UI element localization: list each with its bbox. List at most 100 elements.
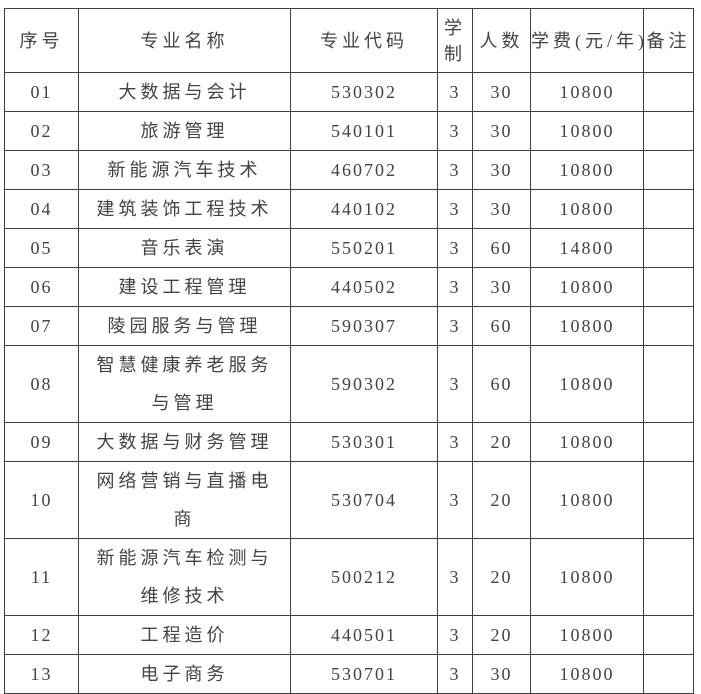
cell-tuition: 10800 [530, 111, 644, 151]
cell-remark [643, 306, 694, 346]
column-header-code: 专业代码 [290, 8, 438, 73]
cell-duration: 3 [437, 150, 473, 190]
cell-code: 440501 [290, 615, 438, 655]
cell-index: 08 [4, 345, 79, 423]
cell-code: 550201 [290, 228, 438, 268]
cell-duration: 3 [437, 306, 473, 346]
cell-duration: 3 [437, 654, 473, 694]
cell-tuition: 10800 [530, 345, 644, 423]
cell-duration: 3 [437, 111, 473, 151]
cell-code: 500212 [290, 538, 438, 616]
cell-duration: 3 [437, 72, 473, 112]
cell-count: 60 [472, 228, 531, 268]
table-row: 02 旅游管理 540101 3 30 10800 [4, 111, 694, 151]
cell-tuition: 10800 [530, 422, 644, 462]
cell-index: 09 [4, 422, 79, 462]
cell-code: 530701 [290, 654, 438, 694]
column-header-name: 专业名称 [78, 8, 291, 73]
cell-index: 01 [4, 72, 79, 112]
cell-index: 10 [4, 461, 79, 539]
cell-index: 04 [4, 189, 79, 229]
cell-count: 60 [472, 306, 531, 346]
cell-tuition: 10800 [530, 461, 644, 539]
cell-index: 05 [4, 228, 79, 268]
cell-tuition: 10800 [530, 267, 644, 307]
cell-duration: 3 [437, 615, 473, 655]
cell-count: 30 [472, 267, 531, 307]
cell-tuition: 10800 [530, 189, 644, 229]
cell-name: 智慧健康养老服务 与管理 [78, 345, 291, 423]
cell-count: 30 [472, 654, 531, 694]
cell-count: 30 [472, 111, 531, 151]
table-row: 06 建设工程管理 440502 3 30 10800 [4, 267, 694, 307]
cell-count: 20 [472, 538, 531, 616]
cell-name: 大数据与会计 [78, 72, 291, 112]
cell-index: 12 [4, 615, 79, 655]
cell-name: 建筑装饰工程技术 [78, 189, 291, 229]
cell-name: 新能源汽车技术 [78, 150, 291, 190]
majors-enrollment-table: 序号 专业名称 专业代码 学制 人数 学费(元/年) 备注 01 大数据与会计 53… [4, 8, 694, 694]
cell-name: 旅游管理 [78, 111, 291, 151]
cell-name: 新能源汽车检测与 维修技术 [78, 538, 291, 616]
cell-name: 工程造价 [78, 615, 291, 655]
cell-code: 460702 [290, 150, 438, 190]
cell-duration: 3 [437, 345, 473, 423]
cell-remark [643, 111, 694, 151]
table-row: 05 音乐表演 550201 3 60 14800 [4, 228, 694, 268]
cell-name: 建设工程管理 [78, 267, 291, 307]
cell-code: 440102 [290, 189, 438, 229]
cell-index: 07 [4, 306, 79, 346]
cell-name: 电子商务 [78, 654, 291, 694]
cell-count: 20 [472, 461, 531, 539]
table-row: 09 大数据与财务管理 530301 3 20 10800 [4, 422, 694, 462]
cell-remark [643, 150, 694, 190]
cell-tuition: 10800 [530, 654, 644, 694]
table-row: 10 网络营销与直播电 商 530704 3 20 10800 [4, 461, 694, 539]
table-row: 08 智慧健康养老服务 与管理 590302 3 60 10800 [4, 345, 694, 423]
cell-count: 20 [472, 422, 531, 462]
table-row: 03 新能源汽车技术 460702 3 30 10800 [4, 150, 694, 190]
cell-duration: 3 [437, 267, 473, 307]
cell-remark [643, 345, 694, 423]
cell-tuition: 10800 [530, 615, 644, 655]
cell-duration: 3 [437, 228, 473, 268]
column-header-duration: 学制 [437, 8, 473, 73]
cell-remark [643, 267, 694, 307]
column-header-index: 序号 [4, 8, 79, 73]
cell-duration: 3 [437, 538, 473, 616]
cell-index: 02 [4, 111, 79, 151]
cell-tuition: 10800 [530, 150, 644, 190]
cell-index: 03 [4, 150, 79, 190]
cell-count: 30 [472, 72, 531, 112]
cell-code: 530301 [290, 422, 438, 462]
table-row: 13 电子商务 530701 3 30 10800 [4, 654, 694, 694]
cell-code: 440502 [290, 267, 438, 307]
cell-count: 60 [472, 345, 531, 423]
cell-name: 音乐表演 [78, 228, 291, 268]
cell-index: 06 [4, 267, 79, 307]
cell-duration: 3 [437, 461, 473, 539]
column-header-count: 人数 [472, 8, 531, 73]
table-row: 12 工程造价 440501 3 20 10800 [4, 615, 694, 655]
table-row: 01 大数据与会计 530302 3 30 10800 [4, 72, 694, 112]
cell-code: 590307 [290, 306, 438, 346]
column-header-remark: 备注 [643, 8, 694, 73]
cell-code: 590302 [290, 345, 438, 423]
cell-index: 11 [4, 538, 79, 616]
cell-remark [643, 72, 694, 112]
cell-remark [643, 189, 694, 229]
cell-name: 网络营销与直播电 商 [78, 461, 291, 539]
cell-name: 陵园服务与管理 [78, 306, 291, 346]
cell-tuition: 14800 [530, 228, 644, 268]
cell-name: 大数据与财务管理 [78, 422, 291, 462]
cell-count: 30 [472, 150, 531, 190]
cell-duration: 3 [437, 422, 473, 462]
cell-remark [643, 615, 694, 655]
column-header-tuition: 学费(元/年) [530, 8, 644, 73]
cell-remark [643, 461, 694, 539]
cell-count: 20 [472, 615, 531, 655]
cell-tuition: 10800 [530, 72, 644, 112]
table-row: 07 陵园服务与管理 590307 3 60 10800 [4, 306, 694, 346]
cell-index: 13 [4, 654, 79, 694]
